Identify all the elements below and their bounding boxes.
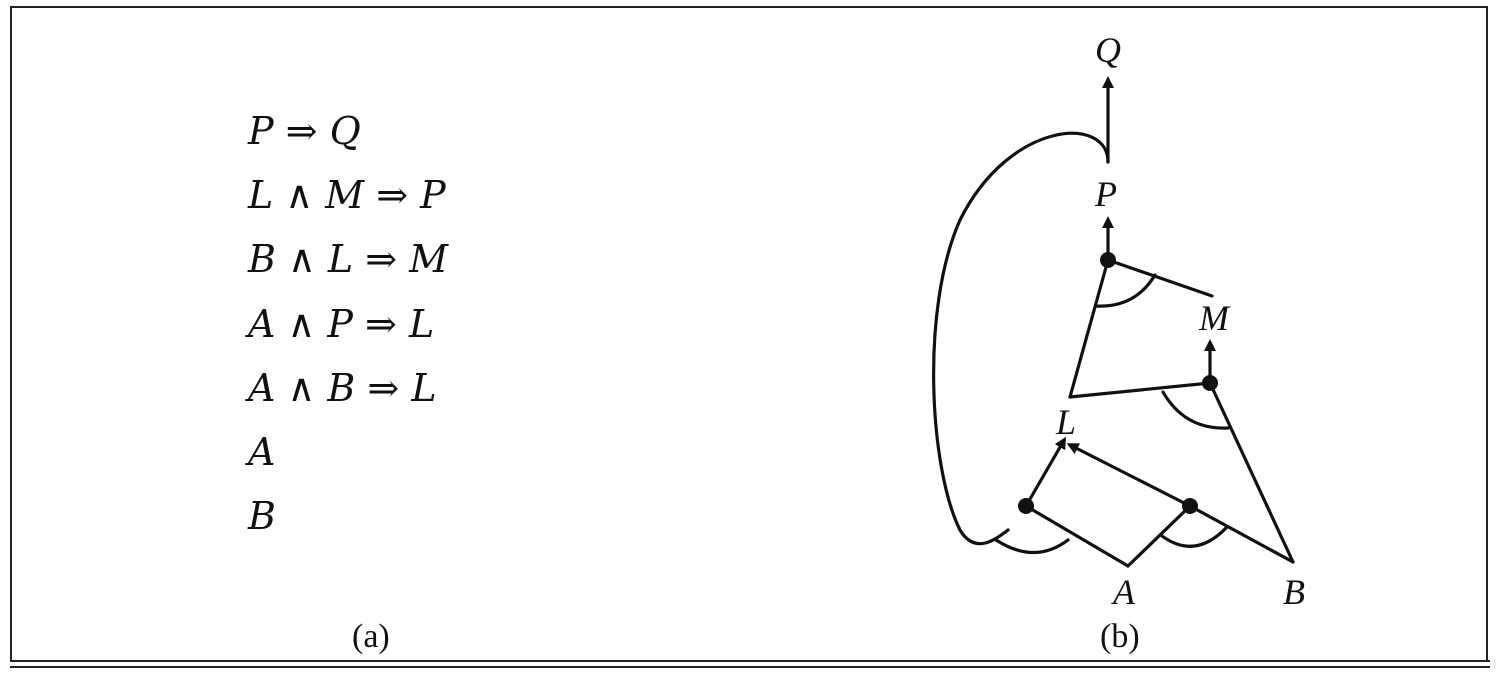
and-node-p	[1100, 252, 1116, 268]
rule-7: B	[248, 494, 276, 538]
edge-a-to-left-node	[1024, 504, 1130, 568]
node-label-p: P	[1094, 174, 1117, 214]
and-node-right	[1182, 498, 1198, 514]
bottom-rule	[10, 660, 1490, 662]
rule-2: L ∧ M ⇒ P	[248, 173, 446, 217]
node-label-q: Q	[1095, 30, 1121, 70]
edge-to-l-left	[1024, 436, 1067, 508]
bottom-rule-double	[10, 666, 1490, 668]
and-node-m	[1202, 375, 1218, 391]
figure-frame	[10, 6, 1488, 660]
rule-5: A ∧ B ⇒ L	[248, 366, 437, 410]
rule-3: B ∧ L ⇒ M	[248, 237, 449, 281]
node-label-b: B	[1283, 572, 1305, 612]
arc-p	[1094, 273, 1157, 308]
loop-edge	[932, 131, 1110, 546]
caption-a: (a)	[352, 618, 390, 655]
and-node-left	[1018, 498, 1034, 514]
edge-a-to-right-node	[1126, 504, 1192, 568]
node-label-a: A	[1111, 572, 1136, 612]
edge-l-to-mnode	[1068, 381, 1212, 399]
node-label-l: L	[1055, 402, 1076, 442]
rule-1: P ⇒ Q	[248, 109, 361, 153]
edge-to-l-right	[1066, 443, 1192, 508]
edge-b-to-right-node	[1188, 504, 1295, 564]
node-label-m: M	[1198, 298, 1231, 338]
arc-right	[1160, 526, 1228, 548]
arc-m	[1161, 390, 1230, 430]
rule-6: A	[248, 430, 276, 474]
rule-4: A ∧ P ⇒ L	[248, 302, 435, 346]
edge-l-to-pnode	[1068, 258, 1110, 399]
caption-b: (b)	[1100, 618, 1140, 655]
edge-b-to-mnode	[1208, 381, 1295, 564]
arc-left	[994, 538, 1070, 555]
edge-m-to-pnode	[1106, 258, 1214, 298]
